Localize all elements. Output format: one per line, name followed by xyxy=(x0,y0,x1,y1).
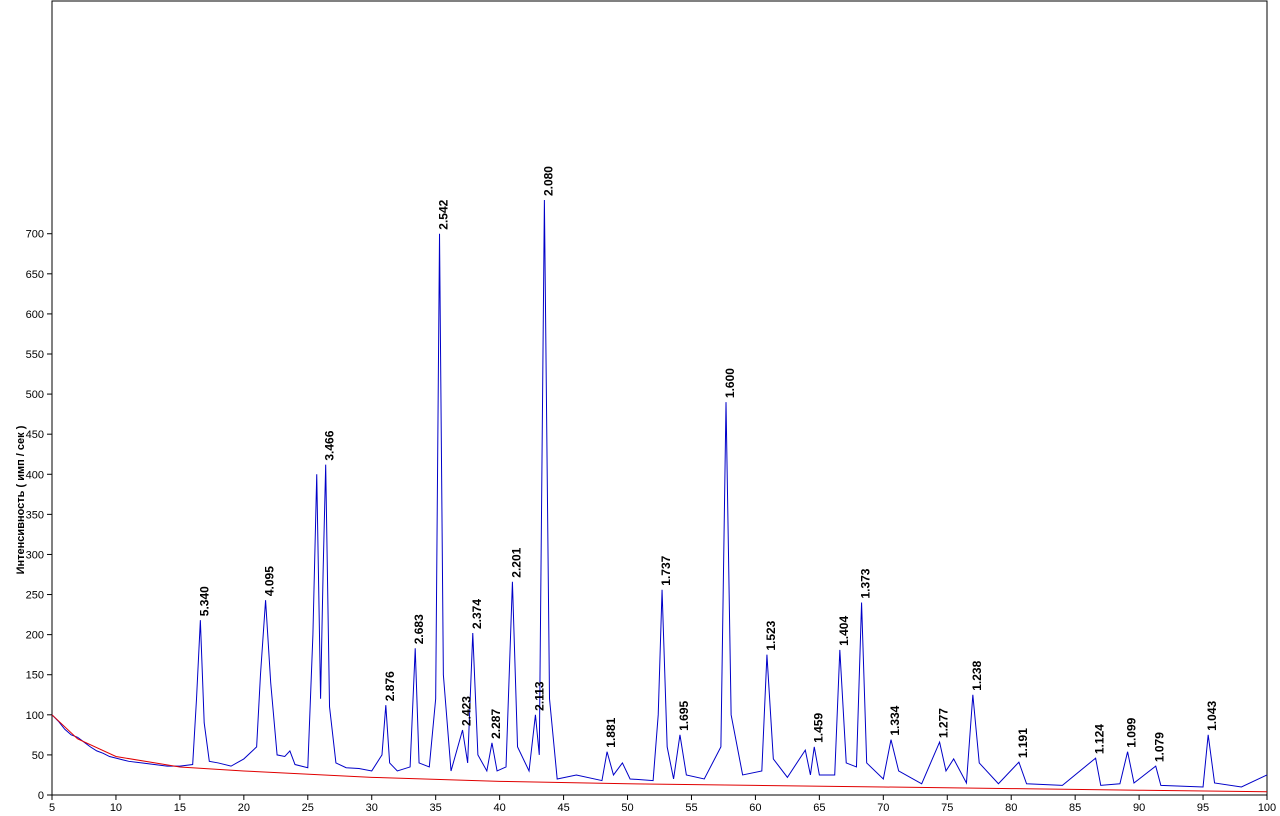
y-tick-label: 0 xyxy=(38,790,44,802)
peak-label: 1.238 xyxy=(970,660,984,690)
peak-label: 1.373 xyxy=(859,568,873,598)
peak-label: 1.043 xyxy=(1205,701,1219,731)
peak-label: 1.334 xyxy=(888,705,902,735)
peak-label: 1.124 xyxy=(1093,724,1107,754)
peak-label: 1.079 xyxy=(1153,732,1167,762)
y-tick-label: 200 xyxy=(26,630,44,642)
peak-label: 4.095 xyxy=(263,566,277,596)
y-tick-label: 50 xyxy=(32,750,44,762)
peak-label: 2.876 xyxy=(383,671,397,701)
y-tick-label: 700 xyxy=(26,229,44,241)
x-tick-label: 20 xyxy=(238,802,250,814)
x-tick-label: 85 xyxy=(1069,802,1081,814)
x-tick-label: 40 xyxy=(494,802,506,814)
pattern-line xyxy=(51,714,1268,793)
x-tick-label: 10 xyxy=(110,802,122,814)
peak-label: 2.113 xyxy=(532,681,546,711)
peak-label: 2.374 xyxy=(470,599,484,629)
peak-label: 2.201 xyxy=(509,547,523,577)
pattern-line xyxy=(51,200,1268,788)
x-tick-label: 55 xyxy=(685,802,697,814)
peak-label: 2.542 xyxy=(437,199,451,229)
x-tick-label: 70 xyxy=(877,802,889,814)
y-axis-label: Интенсивность ( имп / сек ) xyxy=(15,425,27,574)
y-tick-label: 100 xyxy=(26,710,44,722)
peak-label: 3.466 xyxy=(323,430,337,460)
peak-label: 1.459 xyxy=(811,713,825,743)
y-tick-label: 300 xyxy=(26,549,44,561)
y-tick-label: 350 xyxy=(26,509,44,521)
y-tick-label: 650 xyxy=(26,269,44,281)
peak-label: 1.404 xyxy=(837,616,851,646)
peak-label: 1.737 xyxy=(659,555,673,585)
x-tick-label: 50 xyxy=(621,802,633,814)
x-tick-label: 100 xyxy=(1258,802,1276,814)
peak-label: 1.277 xyxy=(937,708,951,738)
peak-label: 2.287 xyxy=(489,709,503,739)
x-tick-label: 25 xyxy=(302,802,314,814)
x-tick-label: 15 xyxy=(174,802,186,814)
x-tick-label: 80 xyxy=(1005,802,1017,814)
peak-label: 1.191 xyxy=(1016,728,1030,758)
y-tick-label: 150 xyxy=(26,670,44,682)
x-tick-label: 5 xyxy=(49,802,55,814)
peak-label: 1.881 xyxy=(604,717,618,747)
x-tick-label: 45 xyxy=(557,802,569,814)
y-tick-label: 400 xyxy=(26,469,44,481)
peak-label: 2.080 xyxy=(541,166,555,196)
peak-label: 2.423 xyxy=(460,696,474,726)
y-tick-label: 450 xyxy=(26,429,44,441)
peak-label: 2.683 xyxy=(412,614,426,644)
x-tick-label: 60 xyxy=(749,802,761,814)
y-tick-label: 600 xyxy=(26,309,44,321)
peak-label: 1.099 xyxy=(1125,717,1139,747)
y-tick-label: 550 xyxy=(26,349,44,361)
x-tick-label: 35 xyxy=(430,802,442,814)
peak-label: 1.600 xyxy=(723,368,737,398)
peak-label: 5.340 xyxy=(197,586,211,616)
peak-label: 1.695 xyxy=(677,701,691,731)
x-tick-label: 75 xyxy=(941,802,953,814)
peak-label: 1.523 xyxy=(764,620,778,650)
x-tick-label: 95 xyxy=(1197,802,1209,814)
x-tick-label: 90 xyxy=(1133,802,1145,814)
x-tick-label: 30 xyxy=(366,802,378,814)
y-tick-label: 500 xyxy=(26,389,44,401)
x-tick-label: 65 xyxy=(813,802,825,814)
y-tick-label: 250 xyxy=(26,590,44,602)
